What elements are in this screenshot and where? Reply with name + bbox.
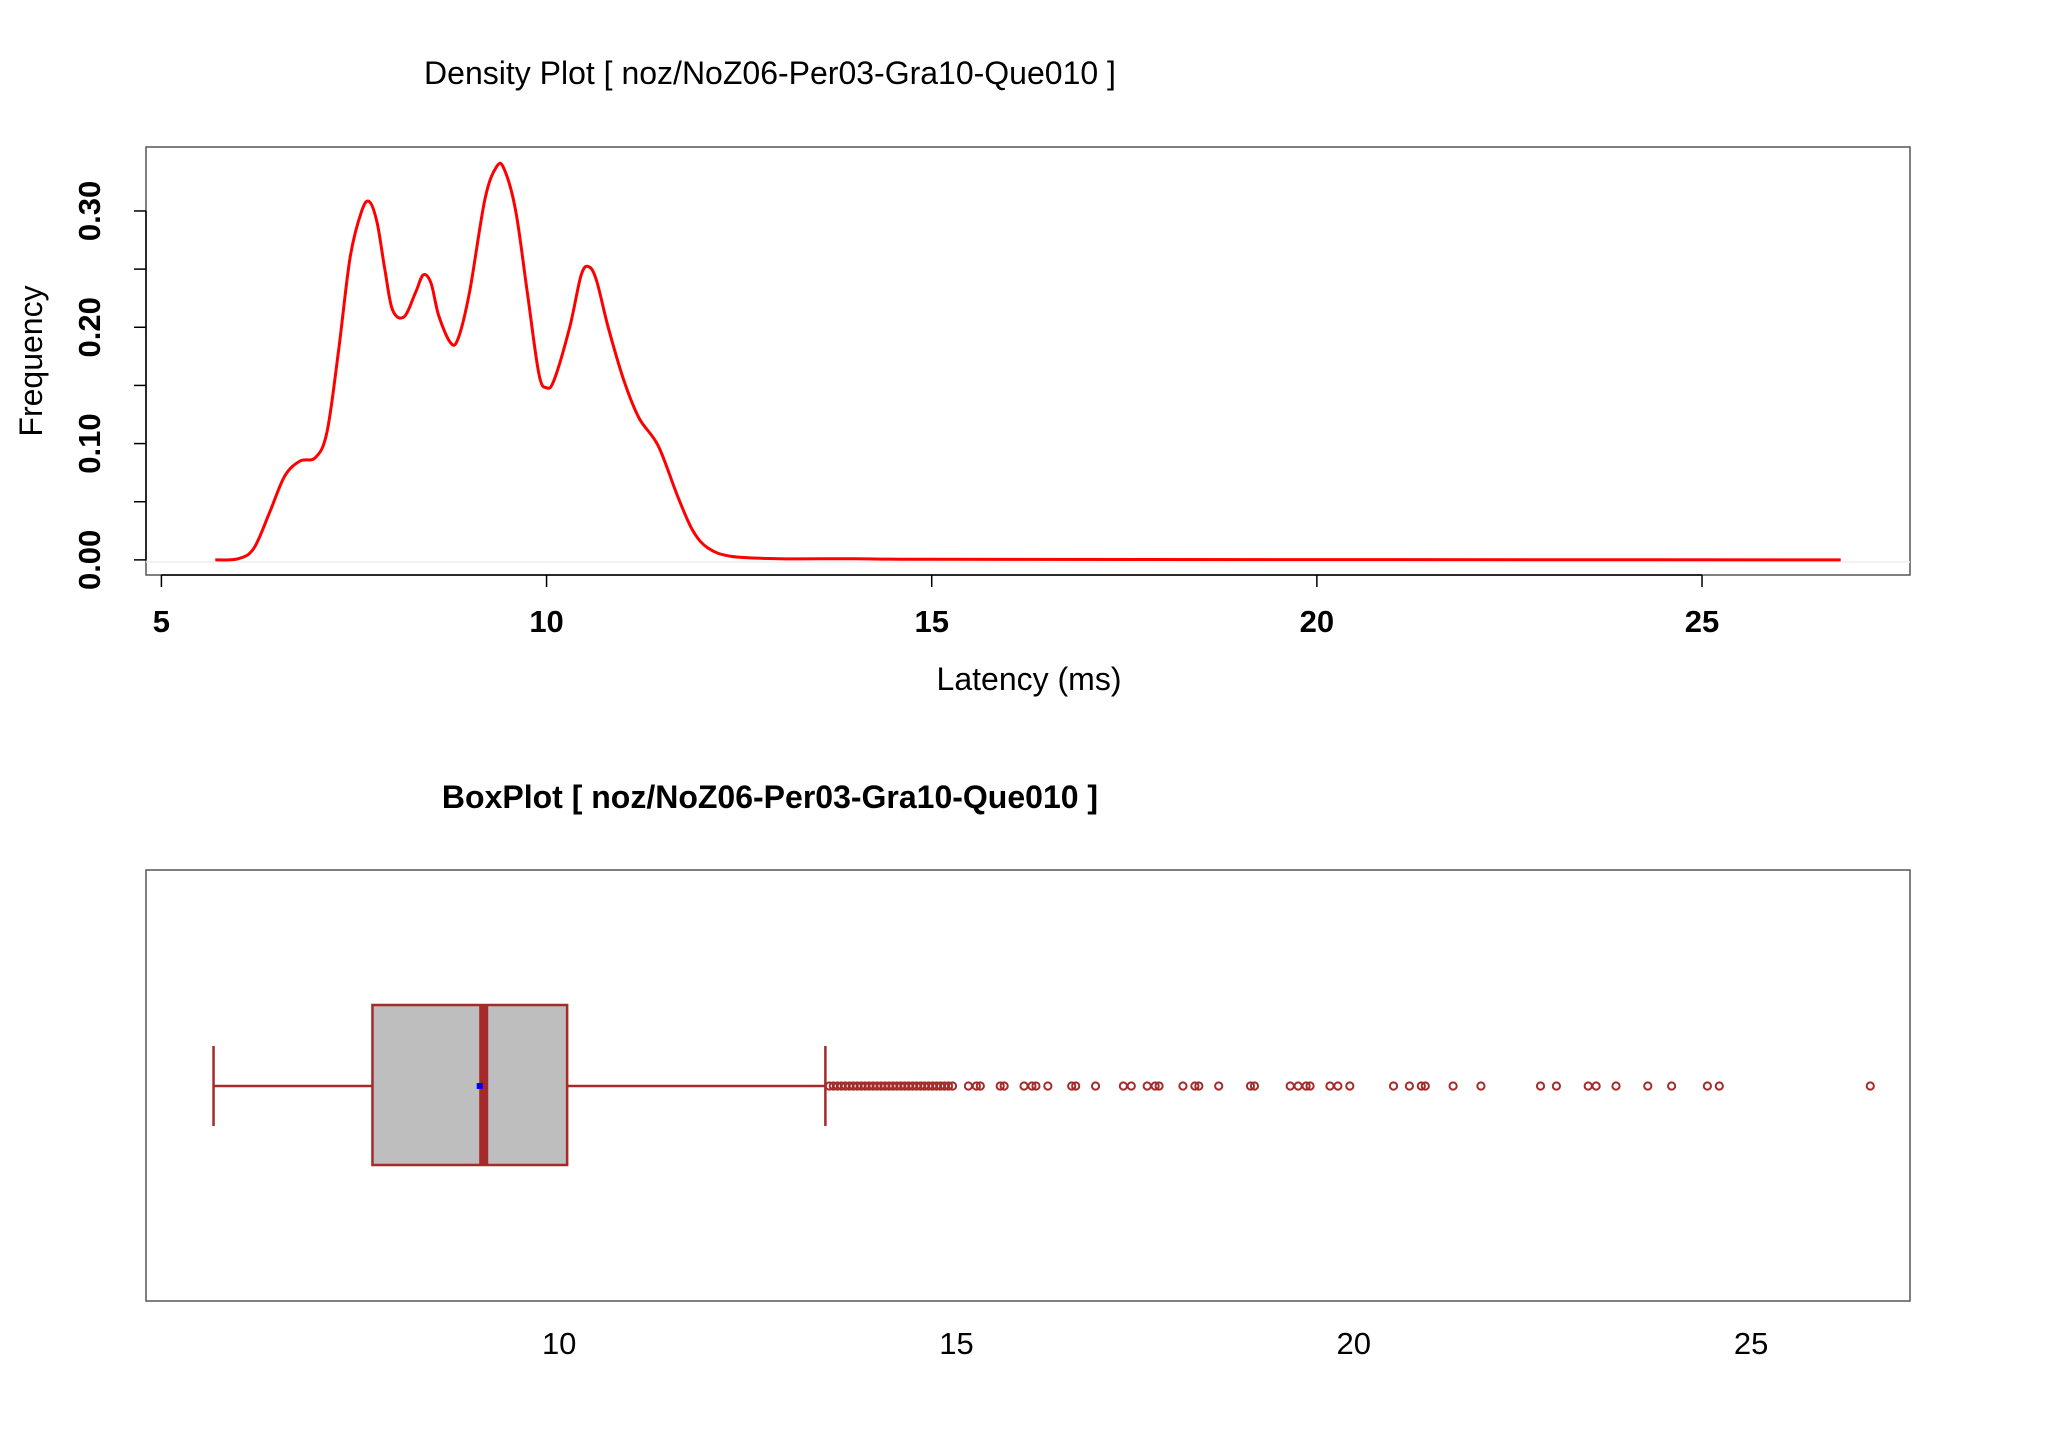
- outlier-point: [1214, 1081, 1224, 1091]
- outlier-point: [1285, 1081, 1295, 1091]
- outlier-point: [1551, 1081, 1562, 1091]
- boxplot-marks: [212, 1003, 1875, 1167]
- outlier-point: [1178, 1081, 1188, 1091]
- outlier-point: [1027, 1081, 1037, 1091]
- outlier-point: [1154, 1081, 1164, 1091]
- outlier-point: [1583, 1081, 1593, 1091]
- outlier-point: [1333, 1081, 1343, 1091]
- outlier-point: [1535, 1081, 1546, 1091]
- outlier-point: [1667, 1081, 1677, 1091]
- outlier-point: [1714, 1081, 1724, 1091]
- outlier-point: [1388, 1081, 1399, 1091]
- outlier-point: [1118, 1081, 1128, 1091]
- boxplot-plot-frame: [145, 869, 1911, 1302]
- outlier-point: [1249, 1081, 1260, 1091]
- outlier-point: [1420, 1081, 1430, 1091]
- density-y-tick-label: 0.10: [72, 413, 107, 473]
- outlier-point: [1702, 1081, 1712, 1091]
- outlier-point: [1325, 1081, 1335, 1091]
- density-x-tick-label: 10: [529, 604, 563, 639]
- density-series-line: [215, 161, 1841, 562]
- outlier-point: [1865, 1081, 1875, 1091]
- outlier-point: [1142, 1081, 1152, 1091]
- outlier-point: [1194, 1081, 1204, 1091]
- outlier-point: [999, 1081, 1009, 1091]
- density-y-tick-label: 0.20: [72, 297, 107, 357]
- outlier-point: [1643, 1081, 1653, 1091]
- mean-marker: [476, 1083, 483, 1089]
- boxplot-title: BoxPlot [ noz/NoZ06-Per03-Gra10-Que010 ]: [442, 779, 1098, 815]
- boxplot-x-tick-label: 25: [1734, 1326, 1768, 1361]
- outlier-point: [971, 1081, 981, 1091]
- density-plot-frame: [145, 146, 1911, 576]
- density-y-tick-label: 0.30: [72, 181, 107, 241]
- density-x-tick-label: 20: [1300, 604, 1334, 639]
- outlier-point: [1448, 1081, 1458, 1091]
- density-title: Density Plot [ noz/NoZ06-Per03-Gra10-Que…: [424, 55, 1116, 91]
- boxplot-x-tick-label: 15: [939, 1326, 973, 1361]
- density-y-axis-label: Frequency: [13, 285, 49, 436]
- outlier-point: [1090, 1081, 1101, 1091]
- outlier-point: [1476, 1081, 1486, 1091]
- outlier-point: [975, 1081, 985, 1091]
- density-x-axis-label: Latency (ms): [937, 661, 1122, 697]
- boxplot-x-axis: 10 15 20 25: [542, 1326, 1768, 1361]
- outlier-point: [943, 1081, 954, 1091]
- density-x-axis: 5 10 15 20 25: [153, 574, 1719, 639]
- outlier-point: [1416, 1081, 1426, 1091]
- outlier-point: [1043, 1081, 1053, 1091]
- boxplot-panel: BoxPlot [ noz/NoZ06-Per03-Gra10-Que010 ]…: [145, 779, 1911, 1361]
- outlier-point: [995, 1081, 1005, 1091]
- boxplot-x-tick-label: 20: [1337, 1326, 1371, 1361]
- interquartile-box: [371, 1003, 569, 1167]
- outlier-point: [1031, 1081, 1041, 1091]
- outlier-point: [1404, 1081, 1415, 1091]
- outlier-point: [1126, 1081, 1136, 1091]
- outlier-point: [1190, 1081, 1200, 1091]
- outlier-point: [1591, 1081, 1601, 1091]
- outlier-point: [1071, 1081, 1081, 1091]
- density-x-tick-label: 15: [914, 604, 948, 639]
- outlier-point: [947, 1081, 958, 1091]
- outlier-point: [1611, 1081, 1621, 1091]
- density-x-tick-label: 5: [153, 604, 170, 639]
- outlier-point: [1345, 1081, 1355, 1091]
- density-y-axis: 0.00 0.10 0.20 0.30: [72, 181, 147, 590]
- outlier-point: [1067, 1081, 1077, 1091]
- density-y-tick-label: 0.00: [72, 530, 107, 590]
- outlier-point: [1293, 1081, 1303, 1091]
- outlier-point: [1150, 1081, 1160, 1091]
- outlier-point: [1305, 1081, 1315, 1091]
- outlier-point: [963, 1081, 974, 1091]
- outlier-point: [1245, 1081, 1256, 1091]
- density-panel: Density Plot [ noz/NoZ06-Per03-Gra10-Que…: [13, 55, 1911, 697]
- boxplot-x-tick-label: 10: [542, 1326, 576, 1361]
- outlier-point: [1301, 1081, 1311, 1091]
- density-x-tick-label: 25: [1685, 604, 1719, 639]
- outlier-point: [1019, 1081, 1029, 1091]
